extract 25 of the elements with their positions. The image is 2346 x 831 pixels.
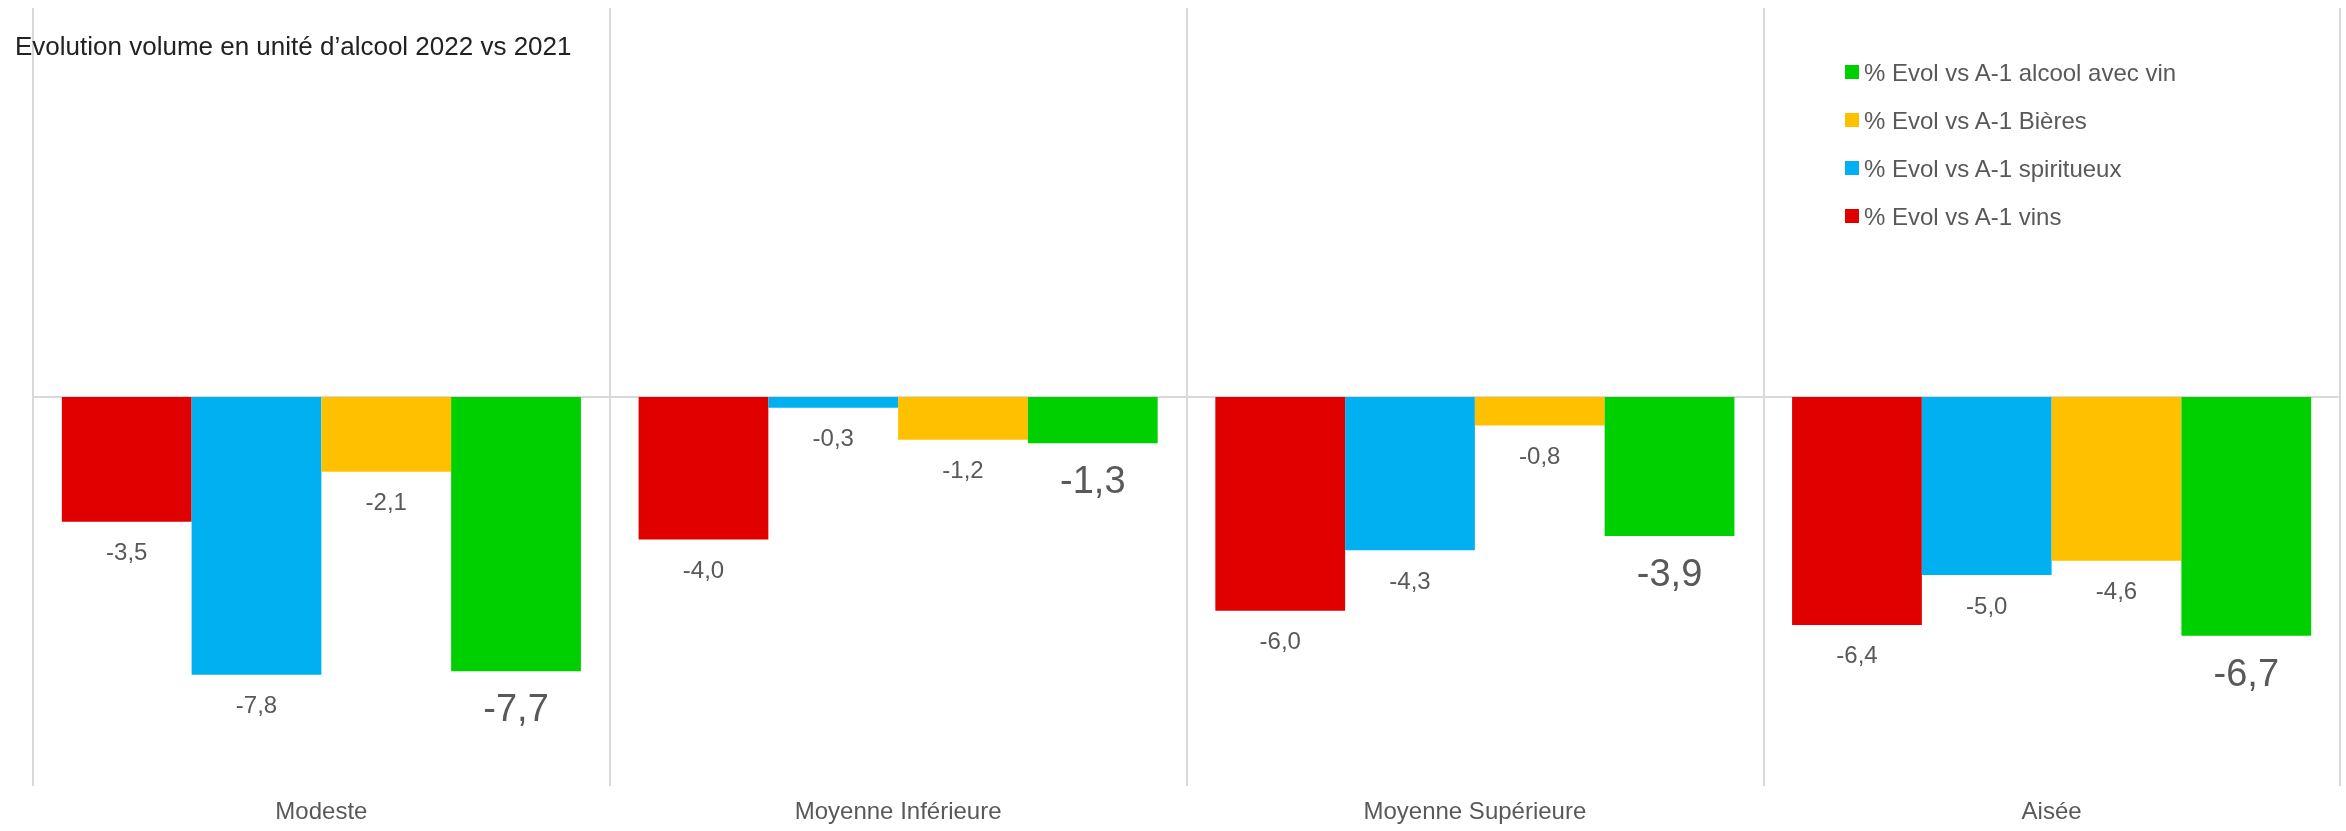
chart-title: Evolution volume en unité d’alcool 2022 vs 2021: [15, 31, 572, 61]
x-tick-label: Aisée: [2021, 796, 2082, 824]
x-tick-label: Moyenne Inférieure: [794, 796, 1002, 824]
x-tick-label: Moyenne Supérieure: [1363, 796, 1587, 824]
data-label: -4,6: [2095, 577, 2138, 605]
data-label: -0,3: [812, 424, 854, 452]
data-label: -4,3: [1389, 566, 1431, 594]
data-label: -0,8: [1519, 442, 1561, 469]
data-label: -6,0: [1259, 627, 1301, 655]
legend-label: % Evol vs A-1 Bières: [1864, 106, 2087, 134]
x-tick-label: Modeste: [275, 796, 368, 824]
data-label: -6,7: [2213, 651, 2280, 694]
data-label: -3,5: [106, 538, 148, 566]
data-label: -2,1: [365, 488, 407, 516]
data-label: -4,0: [682, 555, 725, 583]
legend-label: % Evol vs A-1 alcool avec vin: [1864, 58, 2177, 86]
data-label: -7,7: [483, 687, 549, 730]
data-label: -7,8: [235, 691, 278, 719]
data-label: -5,0: [1966, 591, 2008, 619]
data-label: -6,4: [1836, 641, 1878, 669]
legend-label: % Evol vs A-1 spiritueux: [1864, 154, 2122, 182]
data-label: -1,3: [1060, 459, 1126, 502]
legend-label: % Evol vs A-1 vins: [1864, 202, 2062, 230]
data-label: -3,9: [1636, 551, 1703, 594]
data-label: -1,2: [942, 456, 984, 484]
